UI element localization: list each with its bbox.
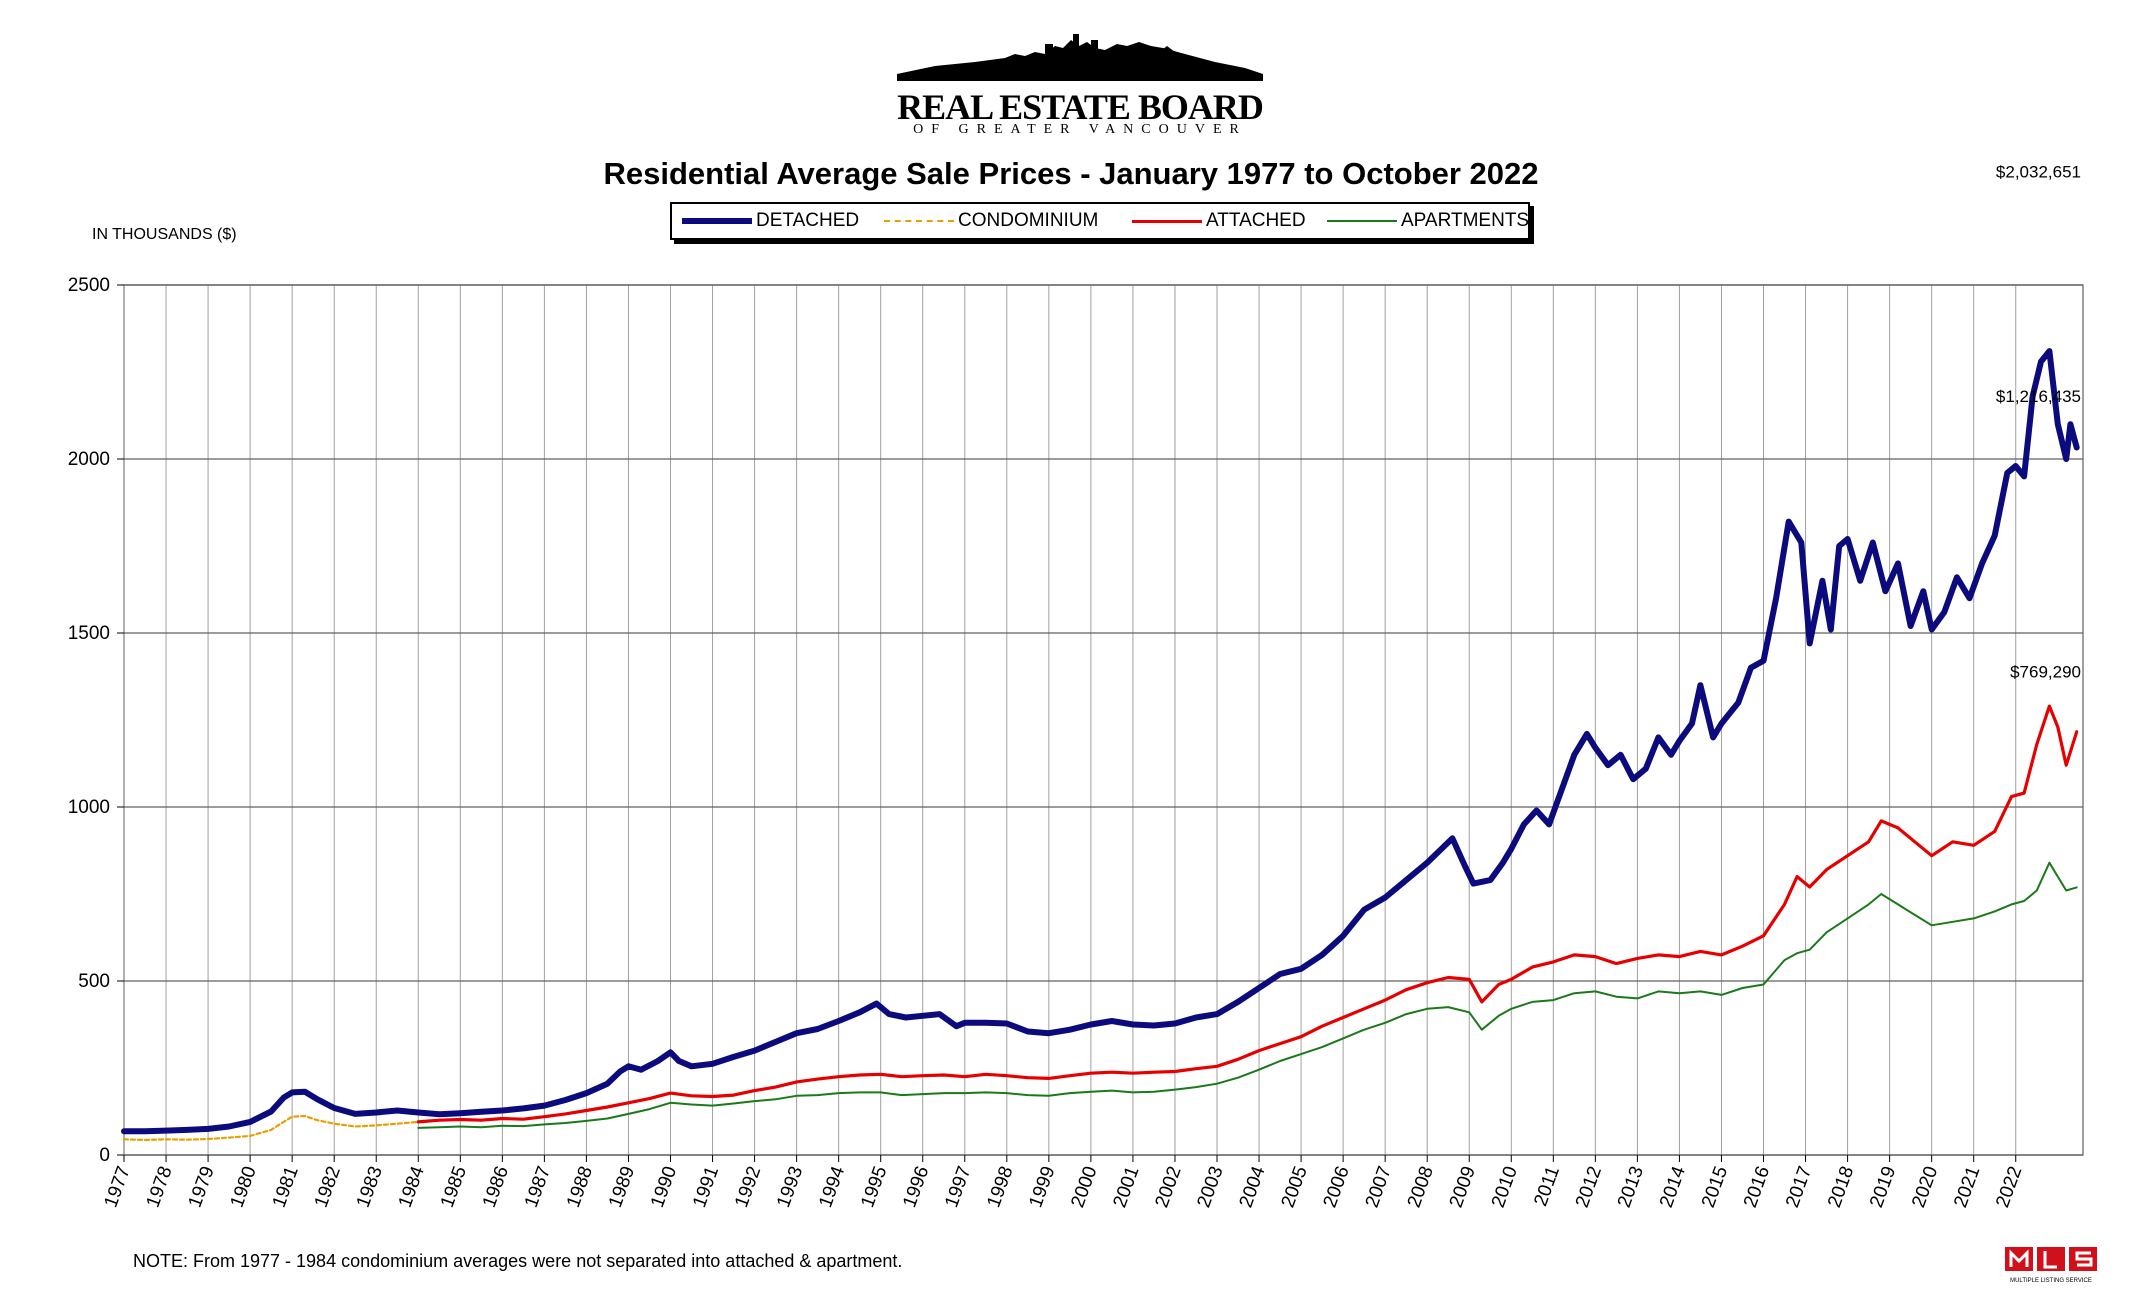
x-tick-label: 2001 xyxy=(1109,1164,1143,1211)
legend-label-condominium: CONDOMINIUM xyxy=(958,210,1099,231)
mls-caption: MULTIPLE LISTING SERVICE xyxy=(2010,1278,2092,1284)
y-tick-label: 0 xyxy=(99,1145,110,1166)
x-tick-label: 1978 xyxy=(143,1164,177,1211)
x-tick-label: 1984 xyxy=(395,1163,429,1210)
legend-label-apartments: APARTMENTS xyxy=(1401,210,1530,231)
x-tick-label: 1992 xyxy=(731,1164,765,1211)
x-tick-label: 2019 xyxy=(1866,1164,1900,1211)
legend-swatch-detached xyxy=(682,218,752,224)
x-tick-label: 2012 xyxy=(1572,1164,1606,1211)
x-tick-label: 2009 xyxy=(1446,1164,1480,1211)
x-tick-label: 1979 xyxy=(185,1164,219,1211)
series-line-detached xyxy=(121,348,2080,1135)
legend-item-detached: DETACHED xyxy=(682,204,859,238)
x-tick-label: 2015 xyxy=(1698,1164,1732,1211)
legend-label-attached: ATTACHED xyxy=(1206,210,1306,231)
x-tick-label: 1983 xyxy=(353,1164,387,1211)
city-skyline-icon xyxy=(897,34,1263,81)
legend-item-attached: ATTACHED xyxy=(1132,204,1306,238)
series-line-apartments xyxy=(417,861,2078,1129)
legend-swatch-attached xyxy=(1132,219,1202,223)
x-tick-label: 1985 xyxy=(437,1164,471,1211)
x-tick-label: 1990 xyxy=(647,1164,681,1211)
x-tick-label: 1988 xyxy=(563,1164,597,1211)
x-tick-label: 2017 xyxy=(1782,1164,1816,1211)
series-line-condominium xyxy=(122,1114,432,1142)
legend-swatch-apartments xyxy=(1327,220,1397,222)
y-tick-label: 500 xyxy=(78,971,110,992)
x-tick-label: 1996 xyxy=(899,1164,933,1211)
legend-item-condominium: CONDOMINIUM xyxy=(884,204,1098,238)
y-tick-label: 1000 xyxy=(68,797,110,818)
x-tick-label: 1998 xyxy=(983,1164,1017,1211)
x-tick-label: 1987 xyxy=(521,1164,555,1211)
x-tick-label: 1980 xyxy=(227,1164,261,1211)
x-tick-label: 1999 xyxy=(1025,1164,1059,1211)
x-tick-label: 2018 xyxy=(1824,1164,1858,1211)
mls-logo-icon: MULTIPLE LISTING SERVICE xyxy=(2005,1247,2097,1284)
x-tick-label: 2021 xyxy=(1950,1164,1984,1211)
x-tick-label: 1981 xyxy=(269,1164,303,1211)
annotation-attached: $1,216,435 xyxy=(1996,387,2081,406)
x-tick-label: 2010 xyxy=(1488,1164,1522,1211)
x-tick-label: 2007 xyxy=(1362,1164,1396,1211)
chart-legend: DETACHED CONDOMINIUM ATTACHED APARTMENTS xyxy=(670,202,1530,240)
x-tick-label: 1993 xyxy=(773,1164,807,1211)
legend-label-detached: DETACHED xyxy=(756,210,860,231)
x-tick-label: 2011 xyxy=(1530,1164,1564,1210)
annotation-detached: $2,032,651 xyxy=(1996,163,2081,182)
x-tick-label: 1995 xyxy=(857,1164,891,1211)
legend-swatch-condominium xyxy=(884,220,954,222)
x-tick-label: 2005 xyxy=(1278,1164,1312,1211)
legend-item-apartments: APARTMENTS xyxy=(1327,204,1529,238)
x-tick-label: 1977 xyxy=(101,1164,135,1211)
x-tick-label: 1994 xyxy=(815,1163,849,1210)
x-tick-label: 2002 xyxy=(1151,1164,1185,1211)
y-axis-label: IN THOUSANDS ($) xyxy=(92,226,237,243)
y-tick-label: 1500 xyxy=(68,623,110,644)
footnote: NOTE: From 1977 - 1984 condominium avera… xyxy=(133,1251,903,1271)
x-tick-label: 2004 xyxy=(1236,1163,1270,1210)
x-tick-label: 1989 xyxy=(605,1164,639,1211)
x-tick-label: 1986 xyxy=(479,1164,513,1211)
x-tick-label: 2016 xyxy=(1740,1164,1774,1211)
x-tick-label: 2008 xyxy=(1404,1164,1438,1211)
x-tick-label: 1991 xyxy=(689,1164,723,1211)
annotation-apartments: $769,290 xyxy=(2010,662,2081,681)
x-tick-label: 2022 xyxy=(1992,1164,2026,1211)
y-tick-label: 2500 xyxy=(68,275,110,296)
x-tick-label: 1997 xyxy=(941,1164,975,1211)
y-tick-label: 2000 xyxy=(68,449,110,470)
x-tick-label: 2013 xyxy=(1614,1164,1648,1211)
x-tick-label: 2020 xyxy=(1908,1164,1942,1211)
x-tick-label: 1982 xyxy=(311,1164,345,1211)
x-tick-label: 2014 xyxy=(1656,1163,1690,1210)
org-subtitle: OF GREATER VANCOUVER xyxy=(913,122,1247,137)
x-tick-label: 2003 xyxy=(1194,1164,1228,1211)
x-tick-label: 2006 xyxy=(1320,1164,1354,1211)
org-name: REAL ESTATE BOARD xyxy=(897,87,1264,127)
x-tick-label: 2000 xyxy=(1067,1164,1101,1211)
series-line-attached xyxy=(416,704,2079,1124)
chart-title: Residential Average Sale Prices - Januar… xyxy=(603,156,1539,191)
